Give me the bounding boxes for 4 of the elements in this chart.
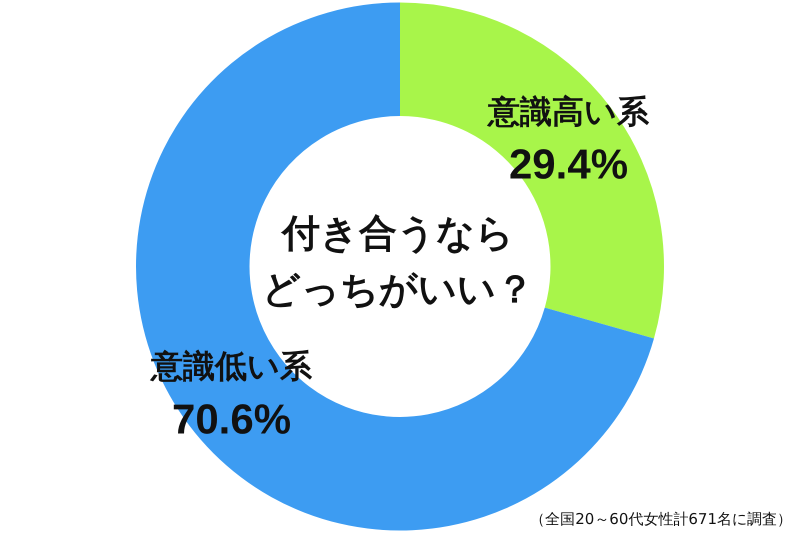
text: （全国20～60代女性計671名に調査） xyxy=(530,510,792,529)
slice-label: 意識高い系 xyxy=(486,92,650,130)
data-label: 29.4% xyxy=(508,140,628,188)
text: 付き合うならどっちがいい？ xyxy=(261,210,535,313)
